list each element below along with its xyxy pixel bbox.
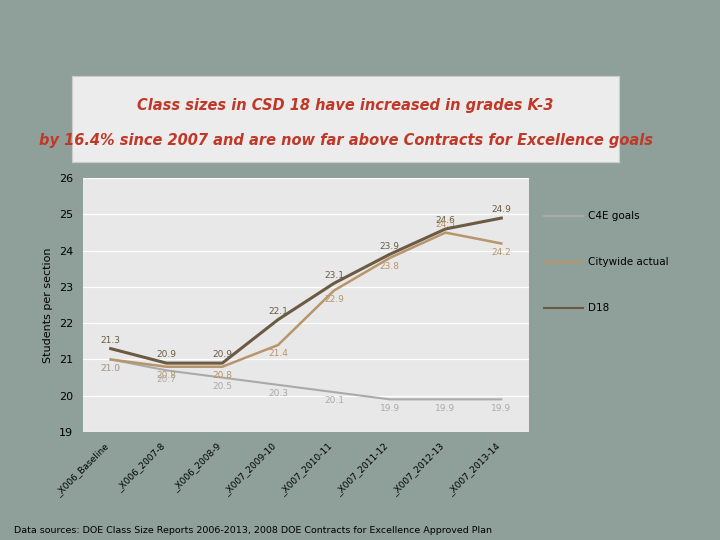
Text: 24.2: 24.2 — [492, 248, 511, 257]
Text: 22.9: 22.9 — [324, 295, 344, 304]
Text: 21.0: 21.0 — [101, 364, 121, 373]
Text: 21.0: 21.0 — [101, 364, 121, 373]
Text: Data sources: DOE Class Size Reports 2006-2013, 2008 DOE Contracts for Excellenc: Data sources: DOE Class Size Reports 200… — [14, 525, 492, 535]
Text: 20.9: 20.9 — [212, 350, 233, 360]
Text: 24.5: 24.5 — [436, 220, 456, 229]
Text: 20.8: 20.8 — [156, 371, 176, 380]
Text: D18: D18 — [588, 303, 610, 313]
Text: 20.9: 20.9 — [156, 350, 176, 360]
Text: 20.5: 20.5 — [212, 382, 233, 391]
Text: 24.6: 24.6 — [436, 217, 456, 225]
Text: 24.9: 24.9 — [491, 205, 511, 214]
Text: 20.1: 20.1 — [324, 396, 344, 406]
Text: 23.1: 23.1 — [324, 271, 344, 280]
Text: 20.3: 20.3 — [268, 389, 288, 398]
Text: 20.8: 20.8 — [212, 371, 233, 380]
Text: 21.3: 21.3 — [101, 336, 121, 345]
Text: 20.7: 20.7 — [156, 375, 176, 384]
Text: 19.9: 19.9 — [379, 404, 400, 413]
Text: 19.9: 19.9 — [491, 404, 511, 413]
Text: Class sizes in CSD 18 have increased in grades K-3: Class sizes in CSD 18 have increased in … — [138, 98, 554, 113]
Text: 19.9: 19.9 — [436, 404, 456, 413]
Text: 21.4: 21.4 — [268, 349, 288, 359]
Text: 23.9: 23.9 — [379, 242, 400, 251]
Y-axis label: Students per section: Students per section — [43, 247, 53, 363]
Text: 23.8: 23.8 — [379, 262, 400, 271]
Text: Citywide actual: Citywide actual — [588, 257, 669, 267]
Text: C4E goals: C4E goals — [588, 211, 640, 221]
Text: 22.1: 22.1 — [268, 307, 288, 316]
Text: by 16.4% since 2007 and are now far above Contracts for Excellence goals: by 16.4% since 2007 and are now far abov… — [39, 133, 652, 148]
